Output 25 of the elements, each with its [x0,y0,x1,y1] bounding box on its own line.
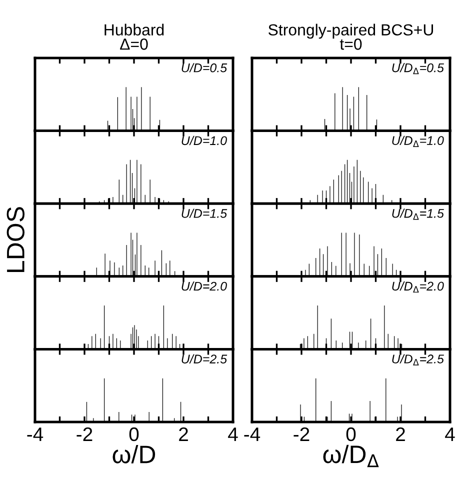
chart-title: Hubbard Δ=0 [104,24,164,50]
y-axis-title: LDOS [6,207,25,272]
text: U/D$_{Δ}$=1.0 [392,136,444,147]
x-tick-label: 0 [346,427,356,442]
text: U/D=1.0 [182,136,227,146]
x-tick-label: -4 [27,428,44,441]
text: U/D$_{Δ}$=1.5 [392,208,444,220]
x-tick-label: 2 [396,427,405,441]
text: U/D=1.5 [182,208,228,218]
x-tick-label: -4 [244,428,260,441]
text: U/D=0.5 [182,63,228,72]
text: U/D=2.0 [182,281,227,291]
text: U/D=2.5 [182,354,228,364]
x-tick-label: 4 [445,428,455,441]
text: U/D$_{Δ}$=0.5 [392,63,444,74]
text: U/D$_{Δ}$=2.5 [392,354,444,366]
x-tick-label: 2 [179,427,188,441]
x-tick-label: -2 [76,427,92,441]
x-axis-title: ω/D$_{Δ}$ [323,444,379,468]
x-tick-label: 0 [129,427,139,442]
chart-title: Strongly-paired BCS+U t=0 [268,24,433,50]
x-tick-label: 4 [228,428,238,441]
x-tick-label: -2 [294,427,310,441]
x-axis-title: ω/D [112,444,156,464]
text: U/D$_{Δ}$=2.0 [392,281,444,293]
